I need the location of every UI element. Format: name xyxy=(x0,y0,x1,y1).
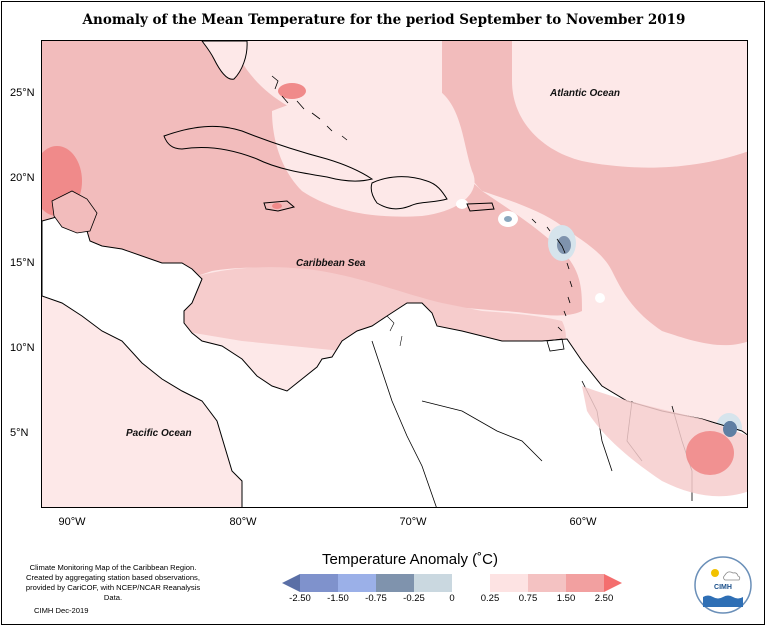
land-hispaniola xyxy=(370,176,448,210)
legend-swatch xyxy=(300,574,339,592)
legend-arrow-high xyxy=(604,574,622,592)
anomaly-hotspot-guianas-2 xyxy=(686,431,734,475)
cloud-icon xyxy=(723,571,741,581)
land-central-america-islands xyxy=(386,315,403,347)
land-yucatan xyxy=(51,190,98,234)
legend-swatch xyxy=(414,574,453,592)
lat-label-5n: 5°N xyxy=(10,427,29,439)
land-trinidad xyxy=(546,338,565,352)
lat-label-15n: 15°N xyxy=(10,257,35,269)
lon-label-60w: 60°W xyxy=(569,516,597,528)
legend-arrow-low xyxy=(282,574,300,592)
legend-swatch xyxy=(338,574,377,592)
sun-icon xyxy=(711,569,719,577)
map-panel xyxy=(41,40,748,508)
lon-label-70w: 70°W xyxy=(399,516,427,528)
anomaly-zone-northeast xyxy=(512,41,747,168)
anomaly-map xyxy=(42,41,747,507)
legend-tick-label: -0.75 xyxy=(365,593,387,604)
anomaly-zone-central xyxy=(272,84,475,217)
legend-swatch xyxy=(376,574,415,592)
legend-tick-label: 2.50 xyxy=(594,593,614,604)
legend-swatch xyxy=(490,574,529,592)
legend-tick-label: -2.50 xyxy=(289,593,311,604)
lat-label-20n: 20°N xyxy=(10,172,35,184)
anomaly-hotspot-bahamas xyxy=(278,83,306,99)
land-bahamas xyxy=(271,75,348,141)
cimh-logo: CIMH xyxy=(694,556,752,614)
lon-label-90w: 90°W xyxy=(58,516,86,528)
legend-tick-label: -1.50 xyxy=(327,593,349,604)
legend-tick-label: 0.25 xyxy=(480,593,500,604)
credits-line-1: Climate Monitoring Map of the Caribbean … xyxy=(29,563,197,572)
anomaly-neutral-spot-2 xyxy=(595,293,605,303)
label-pacific-ocean: Pacific Ocean xyxy=(126,428,192,439)
anomaly-coolspot-virgin-islands-core xyxy=(504,216,512,222)
legend-swatch xyxy=(528,574,567,592)
wave-icon xyxy=(703,595,743,607)
anomaly-coolspot-guadeloupe xyxy=(557,236,571,254)
legend-tick-label: 1.50 xyxy=(556,593,576,604)
lat-label-10n: 10°N xyxy=(10,342,35,354)
credits-line-2: Created by aggregating station based obs… xyxy=(26,573,200,582)
label-atlantic-ocean: Atlantic Ocean xyxy=(550,88,621,99)
land-jamaica xyxy=(263,200,296,212)
land-puerto-rico xyxy=(466,202,495,212)
legend-swatch xyxy=(566,574,605,592)
logo-text: CIMH xyxy=(714,584,732,591)
legend-tick-label: 0 xyxy=(449,593,455,604)
legend-colorbar xyxy=(282,574,622,592)
lon-label-80w: 80°W xyxy=(229,516,257,528)
legend-title: Temperature Anomaly (˚C) xyxy=(322,551,498,568)
land-lesser-antilles xyxy=(531,218,573,332)
land-mexico-central-america xyxy=(42,215,747,507)
land-cuba xyxy=(163,125,374,182)
legend-tick-label: -0.25 xyxy=(403,593,425,604)
label-caribbean-sea: Caribbean Sea xyxy=(296,258,366,269)
anomaly-coolspot-guiana-top xyxy=(723,421,737,437)
land-florida xyxy=(201,41,248,80)
legend-tick-label: 0.75 xyxy=(518,593,538,604)
anomaly-hotspot-jamaica xyxy=(272,203,282,209)
credits-date: CIMH Dec-2019 xyxy=(34,606,89,615)
credits-block: Climate Monitoring Map of the Caribbean … xyxy=(18,563,208,603)
legend-swatch xyxy=(452,574,491,592)
lat-label-25n: 25°N xyxy=(10,87,35,99)
credits-line-3: provided by CariCOF, with NCEP/NCAR Rean… xyxy=(25,583,201,602)
anomaly-neutral-spot-1 xyxy=(456,199,468,209)
map-title: Anomaly of the Mean Temperature for the … xyxy=(82,12,686,28)
